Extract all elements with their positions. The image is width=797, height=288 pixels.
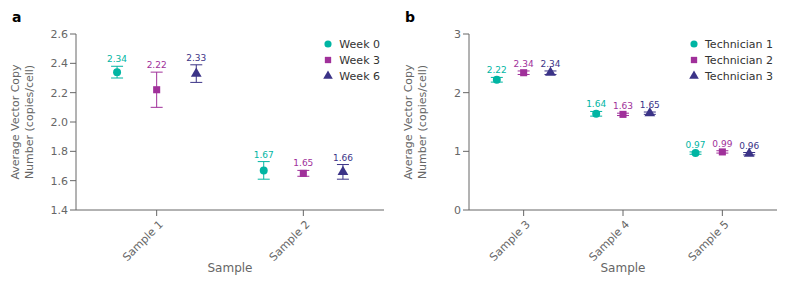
svg-text:0: 0 bbox=[454, 204, 461, 217]
svg-text:2.33: 2.33 bbox=[186, 53, 206, 63]
html-text:Technician 3: Technician 3 bbox=[705, 69, 773, 83]
html-text:Week 6: Week 6 bbox=[339, 69, 380, 83]
svg-text:2.2: 2.2 bbox=[51, 87, 69, 100]
html-text:Week 3: Week 3 bbox=[339, 53, 380, 67]
html-text:Week 0: Week 0 bbox=[339, 37, 380, 51]
svg-text:2.22: 2.22 bbox=[487, 65, 507, 75]
svg-text:1.67: 1.67 bbox=[254, 150, 274, 160]
svg-text:Sample 1: Sample 1 bbox=[120, 218, 166, 264]
svg-text:1.64: 1.64 bbox=[586, 99, 606, 109]
svg-text:1.63: 1.63 bbox=[613, 101, 633, 111]
svg-text:0.97: 0.97 bbox=[686, 140, 706, 150]
svg-text:Sample 2: Sample 2 bbox=[267, 218, 313, 264]
svg-text:Sample 4: Sample 4 bbox=[586, 218, 632, 264]
svg-text:0.96: 0.96 bbox=[739, 141, 759, 151]
svg-text:0.99: 0.99 bbox=[712, 139, 732, 149]
svg-text:3: 3 bbox=[454, 28, 461, 41]
svg-text:2.34: 2.34 bbox=[107, 54, 127, 64]
html-text:Technician 1: Technician 1 bbox=[705, 37, 773, 51]
html-text:Technician 2: Technician 2 bbox=[705, 53, 773, 67]
svg-text:Average Vector CopyNumber (cop: Average Vector CopyNumber (copies/cell) bbox=[9, 64, 35, 180]
svg-text:1.65: 1.65 bbox=[293, 158, 313, 168]
html-text:b: b bbox=[405, 9, 415, 25]
html-text:a: a bbox=[12, 9, 22, 25]
svg-text:Sample 5: Sample 5 bbox=[686, 218, 732, 264]
svg-text:1.6: 1.6 bbox=[51, 175, 69, 188]
svg-text:2: 2 bbox=[454, 87, 461, 100]
svg-text:2.34: 2.34 bbox=[540, 59, 560, 69]
svg-text:Sample: Sample bbox=[601, 261, 646, 275]
svg-text:1.8: 1.8 bbox=[51, 145, 69, 158]
svg-text:Sample: Sample bbox=[208, 261, 253, 275]
svg-text:2.0: 2.0 bbox=[51, 116, 69, 129]
svg-text:Sample 3: Sample 3 bbox=[487, 218, 533, 264]
svg-text:2.34: 2.34 bbox=[514, 59, 534, 69]
svg-text:2.4: 2.4 bbox=[51, 57, 69, 70]
svg-text:2.6: 2.6 bbox=[51, 28, 69, 41]
svg-text:1: 1 bbox=[454, 145, 461, 158]
svg-text:2.22: 2.22 bbox=[147, 60, 167, 70]
svg-text:1.65: 1.65 bbox=[640, 100, 660, 110]
svg-text:1.4: 1.4 bbox=[51, 204, 69, 217]
svg-text:Average Vector CopyNumber (cop: Average Vector CopyNumber (copies/cell) bbox=[402, 64, 428, 180]
svg-text:1.66: 1.66 bbox=[333, 153, 353, 163]
